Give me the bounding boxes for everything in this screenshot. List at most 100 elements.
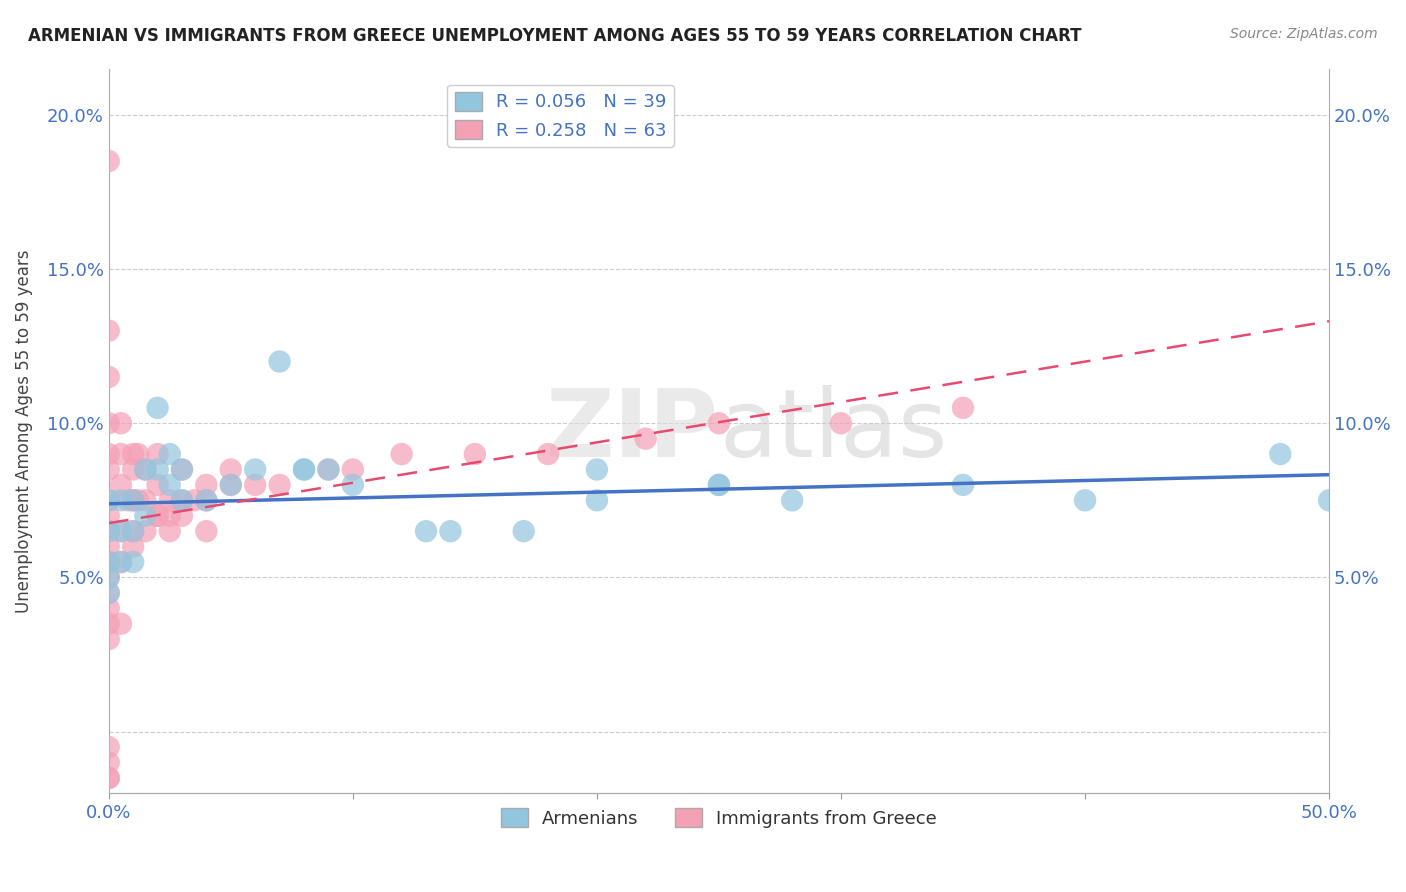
Point bbox=[170, 462, 193, 476]
Point bbox=[707, 478, 730, 492]
Point bbox=[97, 154, 120, 169]
Point bbox=[219, 478, 242, 492]
Point bbox=[159, 478, 181, 492]
Point bbox=[183, 493, 205, 508]
Point bbox=[146, 462, 169, 476]
Point bbox=[269, 478, 291, 492]
Point bbox=[122, 493, 145, 508]
Point bbox=[134, 524, 156, 538]
Point bbox=[97, 586, 120, 600]
Point bbox=[391, 447, 413, 461]
Point bbox=[97, 493, 120, 508]
Point bbox=[97, 462, 120, 476]
Point bbox=[110, 616, 132, 631]
Point bbox=[122, 462, 145, 476]
Point bbox=[146, 447, 169, 461]
Point bbox=[1317, 493, 1340, 508]
Point bbox=[97, 493, 120, 508]
Point bbox=[110, 524, 132, 538]
Point bbox=[537, 447, 560, 461]
Point bbox=[134, 508, 156, 523]
Point bbox=[707, 416, 730, 430]
Point bbox=[97, 524, 120, 538]
Point bbox=[269, 354, 291, 368]
Text: ZIP: ZIP bbox=[546, 385, 718, 477]
Point bbox=[97, 771, 120, 785]
Point bbox=[134, 462, 156, 476]
Point bbox=[159, 493, 181, 508]
Point bbox=[97, 756, 120, 770]
Legend: Armenians, Immigrants from Greece: Armenians, Immigrants from Greece bbox=[494, 801, 945, 835]
Text: Source: ZipAtlas.com: Source: ZipAtlas.com bbox=[1230, 27, 1378, 41]
Point bbox=[318, 462, 340, 476]
Point bbox=[292, 462, 315, 476]
Point bbox=[195, 524, 218, 538]
Point bbox=[439, 524, 461, 538]
Point bbox=[195, 478, 218, 492]
Point bbox=[97, 416, 120, 430]
Text: atlas: atlas bbox=[718, 385, 948, 477]
Point bbox=[159, 447, 181, 461]
Point bbox=[1270, 447, 1292, 461]
Point bbox=[97, 740, 120, 755]
Point bbox=[170, 508, 193, 523]
Point bbox=[195, 493, 218, 508]
Point bbox=[122, 524, 145, 538]
Point bbox=[97, 601, 120, 615]
Point bbox=[110, 478, 132, 492]
Point bbox=[97, 447, 120, 461]
Point bbox=[342, 478, 364, 492]
Point bbox=[97, 508, 120, 523]
Point bbox=[952, 401, 974, 415]
Point bbox=[245, 478, 267, 492]
Point bbox=[170, 493, 193, 508]
Point bbox=[97, 555, 120, 569]
Point bbox=[952, 478, 974, 492]
Point bbox=[342, 462, 364, 476]
Point bbox=[586, 462, 609, 476]
Point bbox=[122, 540, 145, 554]
Point bbox=[219, 462, 242, 476]
Point bbox=[415, 524, 437, 538]
Point bbox=[97, 570, 120, 584]
Point bbox=[318, 462, 340, 476]
Point bbox=[97, 586, 120, 600]
Point bbox=[110, 493, 132, 508]
Point bbox=[110, 447, 132, 461]
Point bbox=[146, 508, 169, 523]
Point bbox=[97, 570, 120, 584]
Point bbox=[117, 493, 139, 508]
Point bbox=[97, 524, 120, 538]
Point bbox=[122, 555, 145, 569]
Point bbox=[219, 478, 242, 492]
Point bbox=[634, 432, 657, 446]
Point bbox=[97, 771, 120, 785]
Point bbox=[146, 508, 169, 523]
Point bbox=[146, 478, 169, 492]
Point bbox=[134, 462, 156, 476]
Point bbox=[780, 493, 803, 508]
Point bbox=[110, 416, 132, 430]
Point bbox=[245, 462, 267, 476]
Point bbox=[830, 416, 852, 430]
Point bbox=[97, 616, 120, 631]
Y-axis label: Unemployment Among Ages 55 to 59 years: Unemployment Among Ages 55 to 59 years bbox=[15, 249, 32, 613]
Point bbox=[195, 493, 218, 508]
Point bbox=[97, 632, 120, 647]
Point bbox=[97, 540, 120, 554]
Point bbox=[97, 324, 120, 338]
Point bbox=[122, 493, 145, 508]
Point bbox=[1074, 493, 1097, 508]
Point bbox=[134, 493, 156, 508]
Point bbox=[159, 508, 181, 523]
Point bbox=[707, 478, 730, 492]
Point bbox=[97, 555, 120, 569]
Point bbox=[512, 524, 534, 538]
Point bbox=[122, 447, 145, 461]
Point bbox=[97, 370, 120, 384]
Point bbox=[586, 493, 609, 508]
Text: ARMENIAN VS IMMIGRANTS FROM GREECE UNEMPLOYMENT AMONG AGES 55 TO 59 YEARS CORREL: ARMENIAN VS IMMIGRANTS FROM GREECE UNEMP… bbox=[28, 27, 1081, 45]
Point bbox=[170, 493, 193, 508]
Point bbox=[110, 524, 132, 538]
Point bbox=[464, 447, 486, 461]
